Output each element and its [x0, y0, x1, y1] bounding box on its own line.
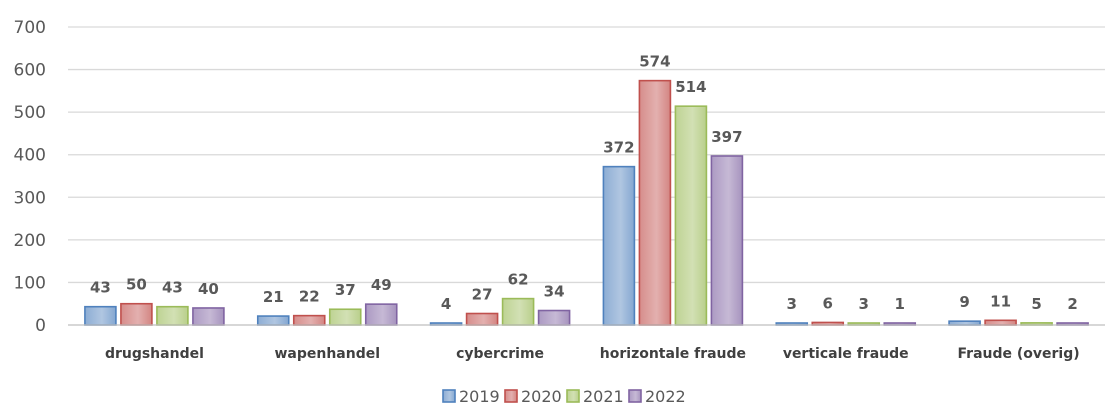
y-tick-label: 500: [14, 103, 46, 123]
bar-2020: [465, 312, 499, 326]
legend-label: 2020: [521, 387, 562, 406]
bar-2020: [638, 79, 672, 326]
bar-2022: [364, 303, 398, 326]
category-label: Fraude (overig): [958, 346, 1080, 362]
legend-item: 2022: [628, 387, 686, 406]
y-tick-label: 300: [14, 188, 46, 208]
legend-swatch: [442, 389, 456, 403]
data-label: 40: [198, 280, 219, 298]
y-tick-label: 600: [14, 61, 46, 81]
data-label: 4: [441, 295, 451, 313]
legend-label: 2021: [583, 387, 624, 406]
category-label: drugshandel: [105, 346, 204, 362]
bar-2021: [674, 105, 708, 326]
bar-2019: [84, 305, 117, 326]
y-tick-label: 700: [14, 18, 46, 38]
data-label: 37: [335, 281, 356, 299]
y-tick-label: 0: [35, 316, 46, 336]
y-tick-label: 100: [14, 273, 46, 293]
data-label: 5: [1031, 295, 1041, 313]
legend-swatch: [566, 389, 580, 403]
bar-2021: [328, 308, 362, 326]
data-label: 27: [472, 286, 493, 304]
data-label: 3: [787, 295, 797, 313]
category-label: verticale fraude: [783, 346, 909, 362]
bar-2019: [256, 315, 290, 326]
bar-2022: [192, 307, 225, 326]
data-label: 514: [675, 78, 706, 96]
data-label: 9: [959, 293, 969, 311]
legend-swatch: [628, 389, 642, 403]
bar-2020: [984, 319, 1017, 326]
y-axis-tick-labels: 0 100 200 300 400 500 600 700: [14, 18, 46, 336]
data-label: 2: [1067, 295, 1077, 313]
data-label: 6: [823, 294, 833, 312]
bar-2019: [602, 165, 636, 326]
data-labels: 43 50 43 40 21 22 37 49 4 27 62 34 372 574 514 397 3 6 3 1 9…: [90, 53, 1078, 313]
data-label: 3: [859, 295, 869, 313]
data-label: 574: [639, 53, 670, 71]
data-label: 43: [162, 279, 183, 297]
data-label: 11: [990, 292, 1011, 310]
legend: 2019 2020 2021 2022: [442, 387, 686, 406]
y-tick-label: 200: [14, 231, 46, 251]
legend-item: 2020: [504, 387, 562, 406]
data-label: 372: [603, 139, 634, 157]
bar-2022: [710, 155, 744, 326]
legend-swatch: [504, 389, 518, 403]
legend-item: 2019: [442, 387, 500, 406]
data-label: 43: [90, 279, 111, 297]
data-label: 21: [263, 288, 284, 306]
bar-2021: [501, 297, 535, 326]
data-label: 34: [544, 283, 565, 301]
data-label: 397: [711, 128, 742, 146]
bar-2020: [120, 302, 153, 326]
category-label: horizontale fraude: [600, 346, 746, 362]
data-label: 62: [508, 271, 529, 289]
gridlines: [68, 26, 1105, 284]
bar-2021: [156, 305, 189, 326]
category-label: cybercrime: [456, 346, 544, 362]
legend-label: 2022: [645, 387, 686, 406]
bar-2022: [537, 309, 571, 326]
bars: [84, 79, 1089, 326]
legend-item: 2021: [566, 387, 624, 406]
data-label: 1: [895, 295, 905, 313]
data-label: 50: [126, 276, 147, 294]
category-label: wapenhandel: [274, 346, 380, 362]
y-tick-label: 400: [14, 146, 46, 166]
data-label: 49: [371, 276, 392, 294]
legend-label: 2019: [459, 387, 500, 406]
x-axis-category-labels: drugshandel wapenhandel cybercrime horizont…: [105, 346, 1080, 362]
data-label: 22: [299, 288, 320, 306]
bar-2020: [292, 314, 326, 326]
